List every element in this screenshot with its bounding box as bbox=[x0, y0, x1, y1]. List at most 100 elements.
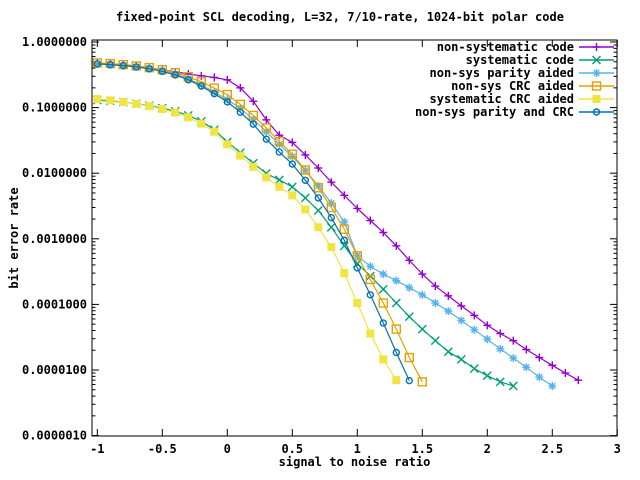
y-tick-label: 0.1000000 bbox=[22, 101, 87, 115]
axis-ticks: 1.0000000 0.1000000 0.0100000 0.0010000 0.00… bbox=[22, 35, 621, 456]
legend-label: systematic CRC aided bbox=[430, 92, 575, 106]
circle-open-marker-icon bbox=[275, 148, 283, 156]
legend-label: non-sys parity and CRC bbox=[415, 105, 574, 119]
square-open-marker-icon bbox=[248, 110, 259, 121]
chart-title: fixed-point SCL decoding, L=32, 7/10-rat… bbox=[116, 10, 564, 24]
plus-marker-icon bbox=[470, 311, 479, 320]
cross-marker-icon bbox=[339, 241, 349, 251]
cross-marker-icon bbox=[326, 222, 336, 232]
asterisk-marker-icon bbox=[405, 283, 414, 292]
plus-marker-icon bbox=[574, 376, 583, 385]
square-open-marker-icon bbox=[339, 224, 349, 234]
plus-marker-icon bbox=[210, 73, 219, 82]
plus-marker-icon bbox=[288, 138, 297, 147]
cross-marker-icon bbox=[592, 55, 601, 65]
circle-open-marker-icon bbox=[366, 291, 374, 299]
asterisk-marker-icon bbox=[496, 344, 505, 353]
square-filled-marker-icon bbox=[249, 162, 258, 171]
circle-open-marker-icon bbox=[249, 120, 258, 128]
cross-marker-icon bbox=[495, 377, 505, 387]
circle-open-marker-icon bbox=[405, 376, 413, 385]
circle-open-marker-icon bbox=[119, 61, 128, 70]
x-tick-label: 0 bbox=[224, 442, 231, 456]
circle-open-marker-icon bbox=[288, 160, 296, 168]
square-open-marker-icon bbox=[326, 202, 336, 213]
square-open-marker-icon bbox=[391, 324, 401, 334]
circle-open-marker-icon bbox=[340, 236, 348, 244]
legend-entry: non-sys parity and CRC bbox=[415, 105, 614, 119]
square-open-marker-icon bbox=[378, 298, 388, 308]
circle-open-marker-icon bbox=[171, 71, 180, 79]
square-filled-marker-icon bbox=[288, 191, 297, 200]
asterisk-marker-icon bbox=[431, 299, 440, 308]
plus-marker-icon bbox=[236, 83, 245, 92]
cross-marker-icon bbox=[404, 312, 414, 322]
plus-marker-icon bbox=[340, 191, 349, 200]
plus-marker-icon bbox=[197, 71, 206, 80]
x-tick-label: 1 bbox=[354, 442, 361, 456]
square-filled-marker-icon bbox=[392, 376, 401, 385]
x-tick-label: 3 bbox=[614, 442, 621, 456]
asterisk-marker-icon bbox=[366, 262, 375, 271]
circle-open-marker-icon bbox=[262, 135, 270, 143]
square-open-marker-icon bbox=[404, 352, 414, 363]
cross-marker-icon bbox=[482, 371, 492, 381]
plus-marker-icon bbox=[223, 75, 232, 84]
x-tick-label: -0.5 bbox=[148, 442, 177, 456]
circle-open-marker-icon bbox=[236, 108, 245, 116]
y-tick-label: 0.0000010 bbox=[22, 429, 87, 443]
circle-open-marker-icon bbox=[106, 60, 115, 69]
series-non-sys-parity-and-crc bbox=[93, 60, 413, 385]
plus-marker-icon bbox=[483, 321, 492, 330]
square-filled-marker-icon bbox=[236, 151, 245, 160]
circle-open-marker-icon bbox=[184, 76, 193, 84]
y-tick-label: 0.0100000 bbox=[22, 166, 87, 180]
asterisk-marker-icon bbox=[535, 373, 544, 382]
plus-marker-icon bbox=[366, 216, 375, 225]
plus-marker-icon bbox=[592, 43, 601, 51]
circle-open-marker-icon bbox=[392, 348, 400, 357]
plus-marker-icon bbox=[431, 282, 440, 291]
square-filled-marker-icon bbox=[314, 223, 323, 232]
x-tick-label: -1 bbox=[90, 442, 104, 456]
asterisk-marker-icon bbox=[379, 270, 388, 279]
circle-open-marker-icon bbox=[314, 194, 322, 202]
legend-label: non-systematic code bbox=[437, 40, 574, 54]
plus-marker-icon bbox=[353, 204, 362, 213]
square-filled-marker-icon bbox=[262, 173, 271, 182]
plus-marker-icon bbox=[496, 329, 505, 338]
asterisk-marker-icon bbox=[418, 290, 427, 299]
plus-marker-icon bbox=[327, 178, 336, 187]
asterisk-marker-icon bbox=[483, 335, 492, 344]
y-tick-label: 0.0000100 bbox=[22, 363, 87, 377]
square-filled-marker-icon bbox=[301, 205, 310, 214]
cross-marker-icon bbox=[469, 364, 479, 374]
square-open-marker-icon bbox=[287, 149, 297, 159]
asterisk-marker-icon bbox=[509, 354, 518, 363]
circle-open-marker-icon bbox=[327, 213, 335, 222]
circle-open-marker-icon bbox=[301, 176, 309, 184]
circle-open-marker-icon bbox=[353, 264, 361, 272]
square-filled-marker-icon bbox=[106, 96, 115, 105]
asterisk-marker-icon bbox=[548, 382, 557, 391]
cross-marker-icon bbox=[313, 206, 323, 215]
square-filled-marker-icon bbox=[132, 99, 141, 108]
plus-marker-icon bbox=[418, 270, 427, 279]
legend-entry: non-sys CRC aided bbox=[451, 79, 614, 93]
plus-marker-icon bbox=[548, 361, 557, 370]
square-open-marker-icon bbox=[352, 251, 362, 261]
x-tick-label: 1.5 bbox=[411, 442, 433, 456]
x-tick-label: 2.5 bbox=[541, 442, 563, 456]
asterisk-marker-icon bbox=[470, 325, 479, 334]
plus-marker-icon bbox=[379, 228, 388, 237]
legend-label: non-sys CRC aided bbox=[451, 79, 574, 93]
square-open-marker-icon bbox=[274, 136, 284, 147]
x-tick-label: 2 bbox=[484, 442, 491, 456]
square-filled-marker-icon bbox=[145, 102, 154, 111]
square-open-marker-icon bbox=[591, 81, 602, 91]
square-open-marker-icon bbox=[235, 99, 246, 110]
x-axis-label: signal to noise ratio bbox=[278, 455, 431, 469]
